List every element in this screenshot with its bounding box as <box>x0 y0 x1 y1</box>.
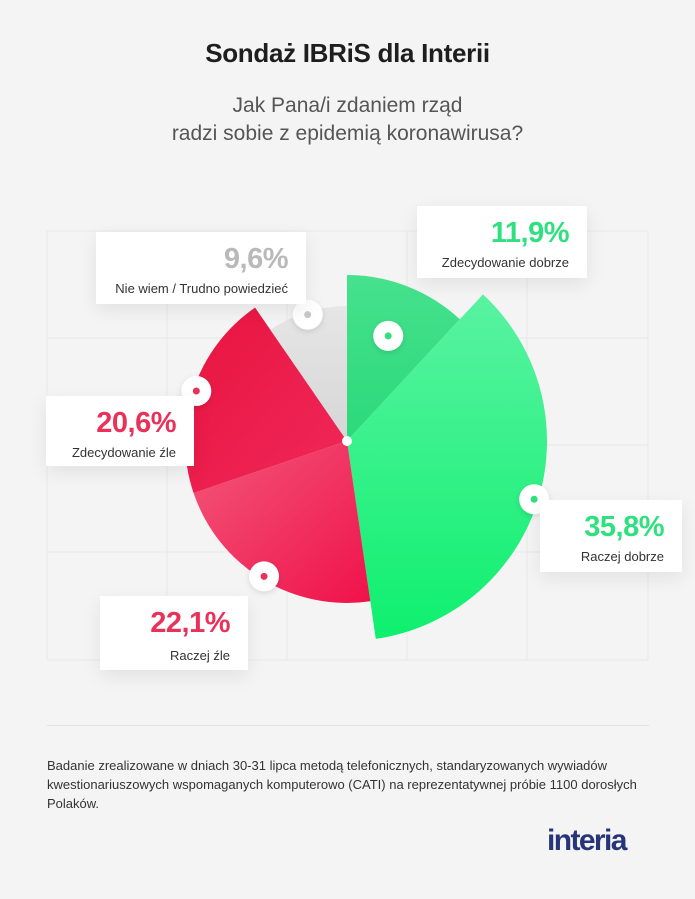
divider <box>47 725 649 726</box>
interia-logo: interia <box>547 824 627 857</box>
label-card-zdecydowanie-dobrze: 11,9% Zdecydowanie dobrze <box>417 206 587 278</box>
methodology-note: Badanie zrealizowane w dniach 30-31 lipc… <box>47 758 637 811</box>
label-raczej-zle: Raczej źle <box>170 648 230 663</box>
pie-slice-nie-wiem <box>270 305 347 441</box>
label-zdecydowanie-dobrze: Zdecydowanie dobrze <box>441 255 569 270</box>
survey-question: Jak Pana/i zdaniem rząd radzi sobie z ep… <box>0 92 695 148</box>
label-zdecydowanie-zle: Zdecydowanie źle <box>71 445 176 460</box>
pie-slice-zdecydowanie-dobrze <box>347 275 460 441</box>
pie-slice-raczej-dobrze <box>347 294 548 639</box>
question-line-1: Jak Pana/i zdaniem rząd <box>232 94 463 117</box>
page-title: Sondaż IBRiS dla Interii <box>205 38 490 68</box>
percent-raczej-zle: 22,1% <box>150 607 230 639</box>
pie-slice-zdecydowanie-zle <box>185 307 347 493</box>
percent-nie-wiem: 9,6% <box>223 243 289 275</box>
label-card-nie-wiem: 9,6% Nie wiem / Trudno powiedzieć <box>96 232 306 304</box>
pie-slices <box>185 275 548 639</box>
label-raczej-dobrze: Raczej dobrze <box>580 549 664 564</box>
pie-center-dot <box>342 436 352 446</box>
percent-zdecydowanie-dobrze: 11,9% <box>490 217 570 249</box>
percent-raczej-dobrze: 35,8% <box>584 511 664 543</box>
slice-marker-zdecydowanie-dobrze <box>373 320 404 351</box>
percent-zdecydowanie-zle: 20,6% <box>96 407 176 439</box>
label-card-raczej-zle: 22,1% Raczej źle <box>100 596 248 670</box>
pie-slice-raczej-zle <box>193 441 371 603</box>
question-line-2: radzi sobie z epidemią koronawirusa? <box>171 122 524 145</box>
slice-marker-nie-wiem <box>292 299 323 330</box>
label-card-zdecydowanie-zle: 20,6% Zdecydowanie źle <box>46 396 194 466</box>
label-nie-wiem: Nie wiem / Trudno powiedzieć <box>115 281 288 296</box>
label-card-raczej-dobrze: 35,8% Raczej dobrze <box>540 500 682 572</box>
slice-marker-raczej-zle <box>249 561 280 592</box>
